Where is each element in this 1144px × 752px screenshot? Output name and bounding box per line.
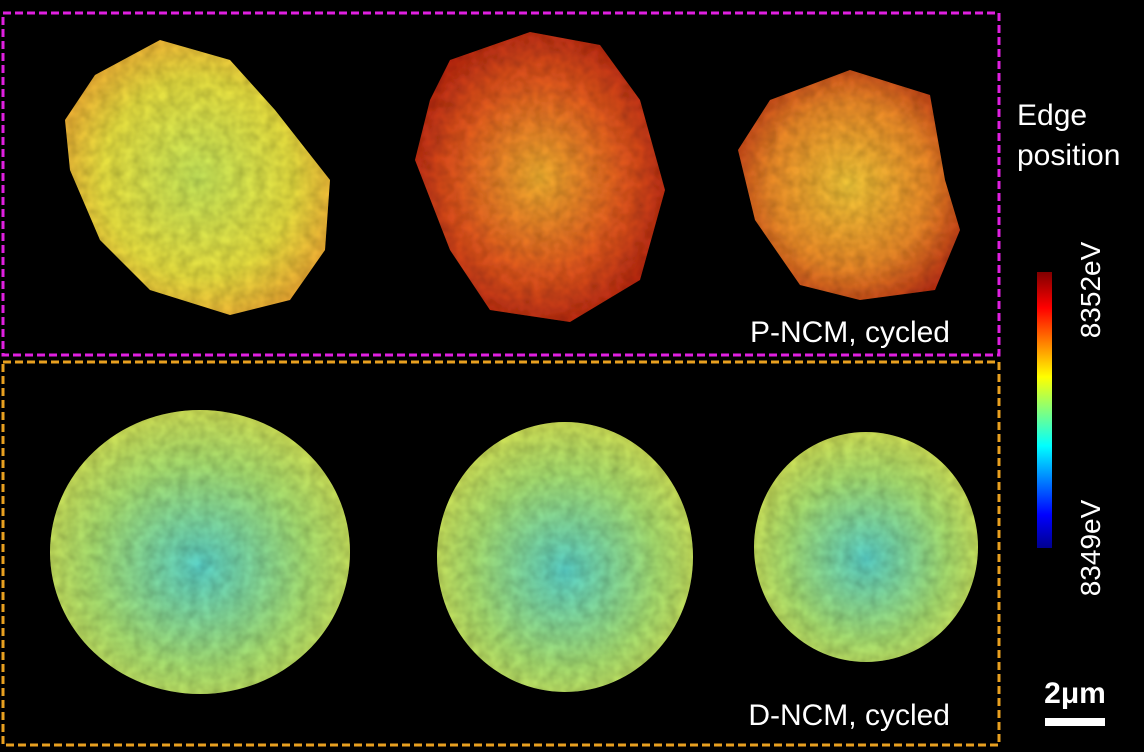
- panel-label: D-NCM, cycled: [748, 699, 950, 732]
- particle: [437, 422, 693, 692]
- particle: [415, 32, 665, 322]
- colorbar-title: position: [1017, 139, 1120, 172]
- particle: [754, 432, 978, 662]
- particles: [50, 32, 978, 694]
- panel-frame: [1, 11, 1001, 357]
- colorbar-min-label: 8349eV: [1075, 499, 1106, 596]
- panel-label: P-NCM, cycled: [750, 316, 950, 349]
- scale-bar-label: 2μm: [1044, 677, 1106, 710]
- colorbar-title: Edge: [1017, 99, 1087, 132]
- panel-frame: [1, 360, 1001, 747]
- particle: [50, 410, 350, 694]
- colorbar-max-label: 8352eV: [1075, 241, 1106, 338]
- particle: [738, 70, 960, 300]
- scale-bar: [1045, 718, 1105, 726]
- particle: [65, 40, 330, 315]
- colorbar: [1037, 272, 1052, 548]
